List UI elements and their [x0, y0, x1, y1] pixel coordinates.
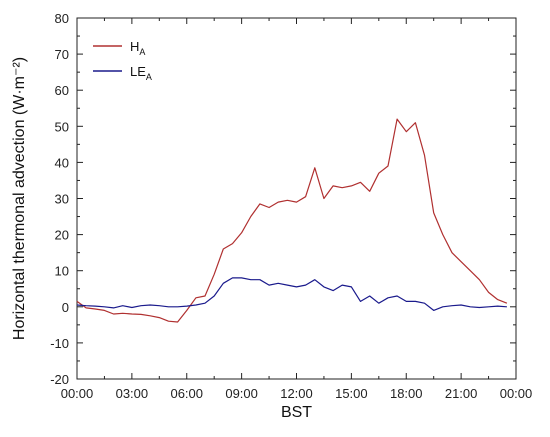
y-tick-label: 10 — [55, 264, 69, 279]
x-tick-label: 12:00 — [280, 386, 313, 401]
y-tick-label: 80 — [55, 11, 69, 26]
y-tick-label: 60 — [55, 83, 69, 98]
x-axis-title: BST — [281, 404, 312, 421]
x-tick-label: 18:00 — [390, 386, 423, 401]
x-tick-label: 06:00 — [170, 386, 203, 401]
x-axis: 00:00 03:00 06:00 09:00 12:00 15:00 18:00 21:00… — [61, 18, 533, 401]
x-tick-label: 15:00 — [335, 386, 368, 401]
y-axis-title: Horizontal thermonal advection (W·m⁻²) — [11, 57, 28, 340]
x-tick-label: 00:00 — [500, 386, 533, 401]
y-tick-label: -20 — [50, 372, 69, 387]
y-tick-label: 20 — [55, 228, 69, 243]
legend-label: LEA — [130, 64, 152, 82]
y-tick-label: 40 — [55, 155, 69, 170]
x-tick-label: 00:00 — [61, 386, 94, 401]
legend: HA LEA — [93, 39, 152, 82]
y-axis: -20 -10 0 10 20 30 40 50 60 70 80 — [50, 11, 516, 387]
series-line-ha — [76, 118, 508, 323]
y-tick-label: 50 — [55, 119, 69, 134]
y-tick-label: 0 — [62, 300, 69, 315]
x-tick-label: 21:00 — [445, 386, 478, 401]
y-tick-label: 70 — [55, 47, 69, 62]
legend-label: HA — [130, 39, 145, 57]
y-tick-label: 30 — [55, 192, 69, 207]
x-tick-label: 03:00 — [116, 386, 149, 401]
series-line-lea — [76, 277, 507, 311]
series-layer — [76, 118, 508, 323]
y-tick-label: -10 — [50, 336, 69, 351]
x-tick-label: 09:00 — [225, 386, 258, 401]
